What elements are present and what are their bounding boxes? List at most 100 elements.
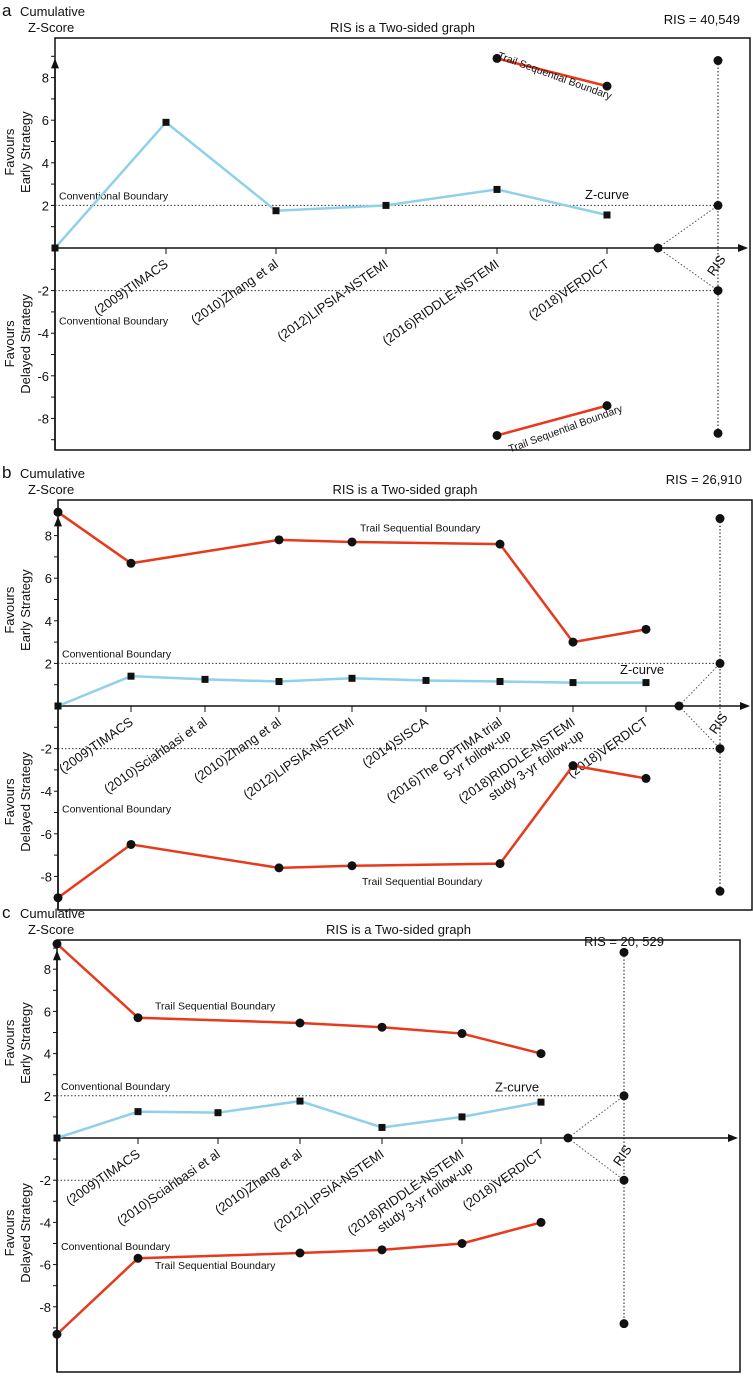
- upper-boundary-point: [377, 1022, 387, 1032]
- z-curve-point: [162, 118, 170, 126]
- x-tick-label: (2012)LIPSIA-NSTEMI: [274, 256, 390, 344]
- ris-point: [713, 56, 723, 66]
- x-tick-label-line: (2012)LIPSIA-NSTEMI: [274, 256, 390, 344]
- ris-connector: [567, 1137, 625, 1181]
- upper-boundary-point: [492, 53, 502, 63]
- ris-origin-point: [563, 1133, 573, 1143]
- z-curve-point: [537, 1098, 545, 1106]
- x-tick-label-line: (2018)VERDICT: [460, 1146, 546, 1213]
- y-tick-label: 8: [44, 962, 51, 977]
- x-tick-label-line: (2014)SISCA: [359, 714, 431, 770]
- ris-point: [715, 514, 725, 524]
- panel-letter: b: [2, 463, 11, 482]
- y-tick-label: 6: [42, 113, 49, 128]
- x-tick-label-line: (2009)TIMACS: [63, 1146, 143, 1208]
- x-tick-label-line: (2009)TIMACS: [91, 256, 171, 318]
- upper-boundary-line: [496, 57, 608, 88]
- y-tick-label: 2: [45, 656, 52, 671]
- upper-boundary-point: [568, 637, 578, 647]
- ris-point: [713, 286, 723, 296]
- panel-letter: a: [2, 1, 12, 20]
- ris-origin-point: [674, 701, 684, 711]
- z-curve-point: [422, 676, 430, 684]
- y-tick-label: 6: [45, 571, 52, 586]
- z-curve-point: [458, 1113, 466, 1121]
- lower-boundary-point: [347, 861, 357, 871]
- y-tick-label: -4: [37, 326, 49, 341]
- ylabel-top-1: Favours: [2, 1019, 17, 1066]
- ris-value-label: RIS = 26,910: [666, 472, 742, 487]
- ylabel-bottom-1: Favours: [2, 778, 17, 825]
- y-tick-label: 4: [45, 614, 52, 629]
- lower-boundary-point: [295, 1248, 305, 1258]
- upper-boundary-line: [56, 942, 542, 1055]
- lower-boundary-point: [53, 893, 63, 903]
- z-curve-point: [569, 679, 577, 687]
- ris-point: [619, 947, 629, 957]
- z-curve-line: [54, 120, 608, 249]
- y-tick-label: -8: [37, 411, 49, 426]
- ylabel-top-2: Early Strategy: [18, 1002, 33, 1084]
- x-tick-label-line: (2010)Zhang et al: [188, 256, 281, 327]
- ylabel-bottom-2: Delayed Strategy: [18, 1183, 33, 1283]
- z-curve-point: [496, 678, 504, 686]
- y-axis-arrow-icon: [51, 58, 59, 69]
- z-curve-point: [493, 185, 501, 193]
- y-tick-label: 4: [44, 1047, 51, 1062]
- x-tick-label: (2016)RIDDLE-NSTEMI: [379, 256, 501, 348]
- chart-title: RIS is a Two-sided graph: [326, 922, 471, 937]
- z-curve-point: [275, 678, 283, 686]
- x-tick-label: (2018)VERDICT: [460, 1146, 546, 1213]
- plot-frame: [54, 37, 751, 451]
- x-tick-label: (2009)TIMACS: [56, 714, 136, 776]
- x-tick-label-line: (2009)TIMACS: [56, 714, 136, 776]
- conventional-boundary-label: Conventional Boundary: [61, 1241, 171, 1253]
- y-tick-label: 8: [42, 71, 49, 86]
- upper-boundary-point: [347, 537, 357, 547]
- y-tick-label: -2: [37, 284, 49, 299]
- lower-boundary-point: [536, 1217, 546, 1227]
- conventional-boundary-label: Conventional Boundary: [62, 648, 172, 660]
- x-tick-label: (2009)TIMACS: [91, 256, 171, 318]
- ris-axis-label: RIS: [706, 710, 731, 737]
- z-curve-point: [53, 1134, 61, 1142]
- ylabel-bottom-2: Delayed Strategy: [18, 293, 33, 393]
- conventional-boundary-label: Conventional Boundary: [62, 804, 172, 816]
- y-tick-label: 8: [45, 529, 52, 544]
- upper-boundary-point: [602, 81, 612, 91]
- y-axis-arrow-icon: [54, 516, 62, 527]
- z-curve-label: Z-curve: [495, 1080, 539, 1095]
- lower-boundary-point: [568, 761, 578, 771]
- y-tick-label: -8: [40, 869, 52, 884]
- y-tick-label: -6: [37, 369, 49, 384]
- z-curve-point: [201, 675, 209, 683]
- chart-title: RIS is a Two-sided graph: [330, 20, 475, 35]
- z-curve-point: [127, 672, 135, 680]
- tsb-upper-label: Trail Sequential Boundary: [360, 522, 481, 534]
- x-tick-label: (2018)VERDICT: [526, 256, 612, 323]
- y-tick-label: -2: [39, 1173, 51, 1188]
- y-axis-title-2: Z-Score: [28, 922, 74, 937]
- y-tick-label: 4: [42, 156, 49, 171]
- ris-point: [713, 428, 723, 438]
- y-tick-label: -8: [39, 1300, 51, 1315]
- ris-axis-label: RIS: [704, 252, 729, 279]
- upper-boundary-point: [457, 1029, 467, 1039]
- z-curve-label: Z-curve: [620, 662, 664, 677]
- ris-connector: [567, 1095, 625, 1139]
- x-axis-arrow-icon: [728, 1134, 738, 1142]
- lower-boundary-point: [126, 839, 136, 849]
- upper-boundary-point: [52, 939, 62, 949]
- ris-connector: [678, 663, 721, 707]
- y-tick-label: -4: [40, 784, 52, 799]
- z-curve-point: [54, 702, 62, 710]
- y-tick-label: -6: [40, 827, 52, 842]
- tsb-upper-label: Trail Sequential Boundary: [496, 50, 614, 103]
- ylabel-top-1: Favours: [2, 586, 17, 633]
- ylabel-bottom-1: Favours: [2, 320, 17, 367]
- z-curve-point: [134, 1108, 142, 1116]
- lower-boundary-point: [602, 401, 612, 411]
